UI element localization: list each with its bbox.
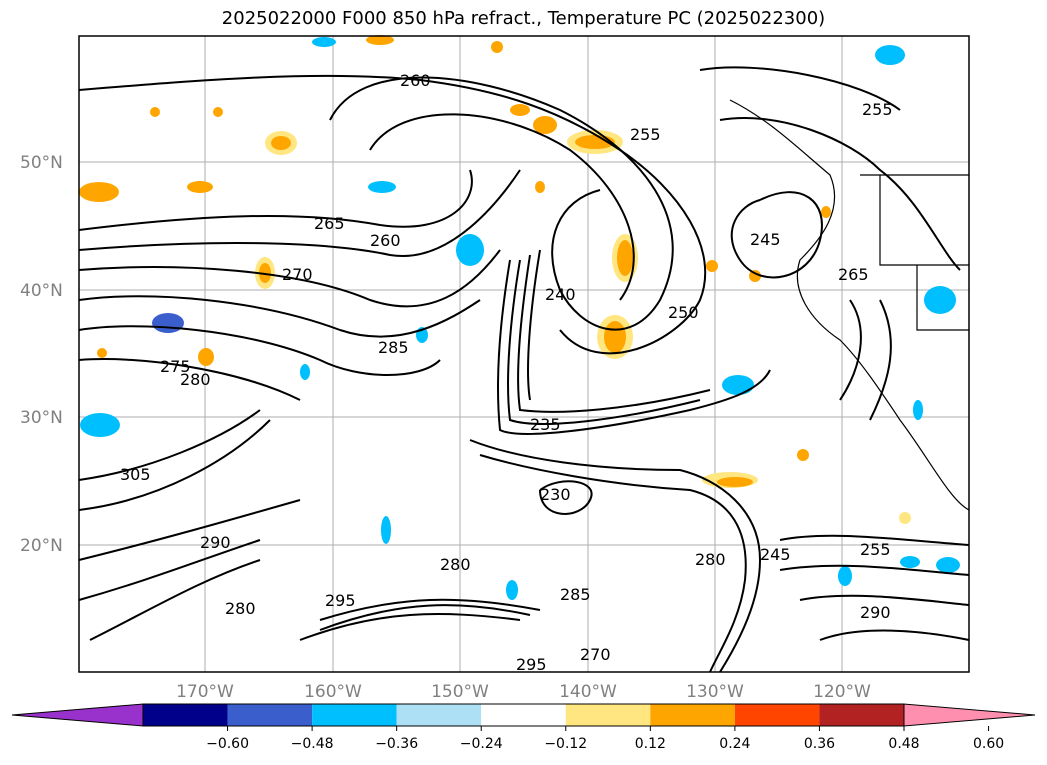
colorbar-swatch [143, 704, 228, 726]
colorbar-tick-label: 0.12 [635, 736, 666, 752]
lon-label: 170°W [176, 682, 234, 702]
contour-label: 250 [668, 303, 699, 322]
contour-label: 260 [370, 231, 401, 250]
contour-label: 270 [282, 265, 313, 284]
colorbar-tick-label: 0.48 [888, 736, 919, 752]
colorbar-swatch [312, 704, 397, 726]
colorbar-tick-label: 0.60 [973, 736, 1004, 752]
lon-label: 140°W [559, 682, 617, 702]
colorbar-tick-label: −0.60 [206, 736, 249, 752]
colorbar-swatch [734, 704, 820, 726]
contour-label: 245 [750, 230, 781, 249]
lon-label: 150°W [431, 682, 489, 702]
colorbar-tick-label: −0.48 [291, 736, 334, 752]
lat-label: 50°N [20, 153, 63, 173]
contour-label: 260 [400, 71, 431, 90]
colorbar-extend-max [903, 703, 1036, 727]
contour-label: 290 [860, 603, 891, 622]
lon-label: 160°W [304, 682, 362, 702]
coastlines [729, 99, 970, 511]
contour-labels: 260 265 270 275 280 285 290 295 250 255 … [120, 71, 893, 674]
colorbar: −0.60 −0.48 −0.36 −0.24 −0.12 0.12 0.24 0.36 0.4… [11, 703, 1036, 752]
colorbar-swatch [481, 704, 566, 726]
colorbar-swatch [650, 704, 735, 726]
contour-label: 240 [545, 285, 576, 304]
contour-label: 235 [530, 415, 561, 434]
lat-label: 40°N [20, 281, 63, 301]
contour-label: 280 [180, 370, 211, 389]
map-frame [78, 35, 970, 673]
lon-label: 120°W [813, 682, 871, 702]
colorbar-tick-label: −0.24 [460, 736, 503, 752]
contour-label: 230 [540, 485, 571, 504]
lat-label: 20°N [20, 536, 63, 556]
contour-label: 265 [314, 214, 345, 233]
contour-label: 270 [580, 645, 611, 664]
map-title: 2025022000 F000 850 hPa refract., Temper… [221, 8, 826, 29]
longitude-labels: 170°W 160°W 150°W 140°W 130°W 120°W [176, 682, 871, 702]
colorbar-outline [142, 703, 905, 727]
contour-label: 285 [378, 338, 409, 357]
colorbar-tick-label: 0.36 [804, 736, 835, 752]
colorbar-tick-label: −0.12 [544, 736, 587, 752]
contour-label: 265 [838, 265, 869, 284]
contour-label: 255 [860, 540, 891, 559]
contour-label: 305 [120, 465, 151, 484]
colorbar-extend-min [11, 703, 144, 727]
contour-label: 295 [325, 591, 356, 610]
colorbar-swatch [396, 704, 482, 726]
contour-label: 255 [862, 100, 893, 119]
colorbar-tick-label: −0.36 [375, 736, 418, 752]
contour-label: 280 [440, 555, 471, 574]
colorbar-swatch [227, 704, 313, 726]
colorbar-swatch [819, 704, 904, 726]
contour-label: 280 [225, 599, 256, 618]
latitude-labels: 50°N 40°N 30°N 20°N [20, 153, 63, 556]
anomaly-fills [79, 35, 960, 600]
lon-label: 130°W [686, 682, 744, 702]
temperature-contours [78, 66, 970, 673]
contour-label: 285 [560, 585, 591, 604]
contour-label: 255 [630, 125, 661, 144]
colorbar-tick-label: 0.24 [719, 736, 750, 752]
lat-label: 30°N [20, 408, 63, 428]
contour-label: 245 [760, 545, 791, 564]
contour-label: 275 [160, 357, 191, 376]
contour-label: 280 [695, 550, 726, 569]
contour-label: 295 [516, 655, 547, 674]
colorbar-swatch [565, 704, 651, 726]
contour-label: 290 [200, 533, 231, 552]
